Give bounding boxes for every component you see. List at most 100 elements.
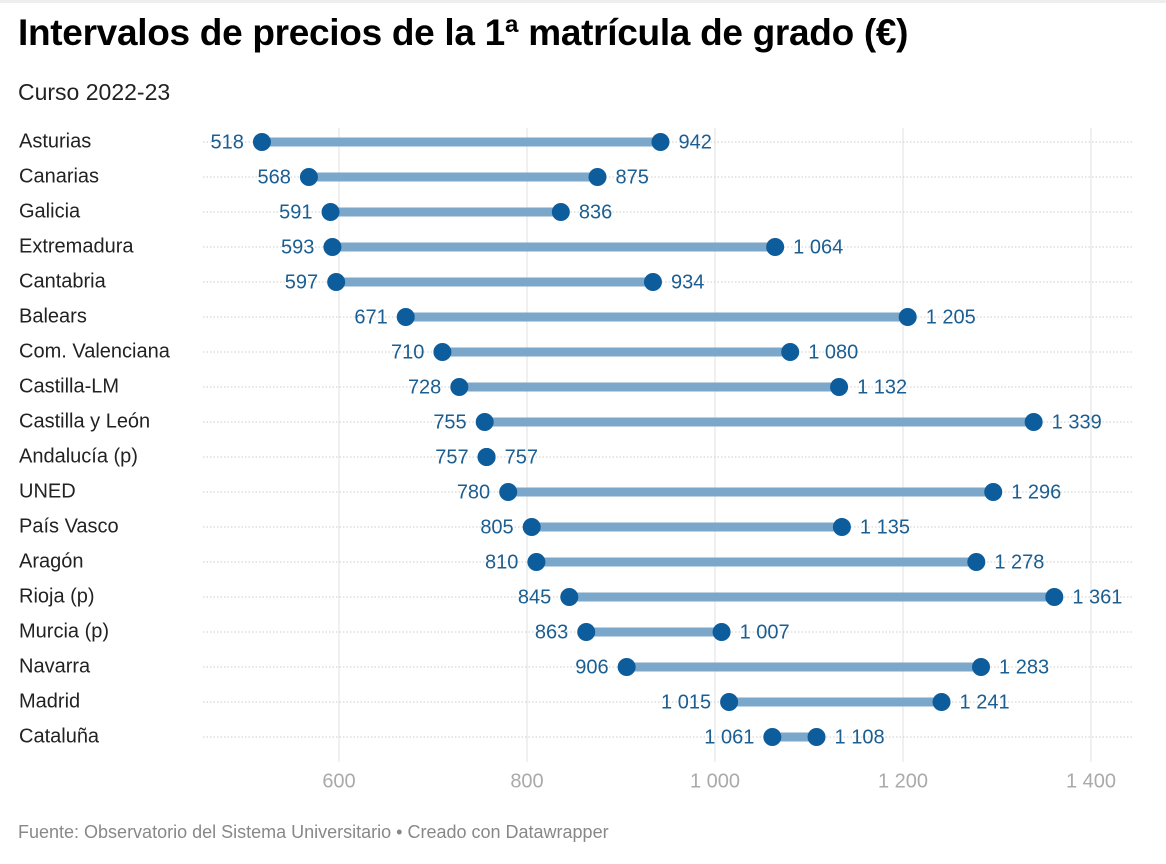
min-dot	[299, 168, 318, 186]
category-label: Balears	[19, 305, 87, 327]
category-label: Castilla-LM	[19, 375, 119, 397]
max-dot	[588, 168, 607, 186]
max-value-label: 942	[678, 131, 711, 153]
min-value-label: 805	[480, 516, 513, 538]
category-label: Andalucía (p)	[19, 445, 138, 467]
min-dot	[252, 133, 271, 151]
max-value-label: 1 135	[860, 516, 910, 538]
max-dot	[984, 483, 1003, 501]
min-dot	[617, 658, 636, 676]
max-value-label: 934	[671, 271, 704, 293]
max-dot	[712, 623, 731, 641]
min-value-label: 757	[435, 446, 468, 468]
category-label: Cantabria	[19, 270, 107, 292]
max-dot	[766, 238, 785, 256]
category-label: Murcia (p)	[19, 620, 109, 642]
max-value-label: 1 205	[926, 306, 976, 328]
x-tick-label: 800	[510, 770, 543, 792]
max-value-label: 1 007	[740, 621, 790, 643]
category-label: Com. Valenciana	[19, 340, 171, 362]
max-value-label: 1 132	[857, 376, 907, 398]
max-dot	[932, 693, 951, 711]
min-dot	[577, 623, 596, 641]
max-value-label: 1 283	[999, 656, 1049, 678]
max-value-label: 1 278	[994, 551, 1044, 573]
category-label: Navarra	[19, 655, 91, 677]
min-value-label: 1 061	[704, 726, 754, 748]
category-label: Madrid	[19, 690, 80, 712]
min-dot	[450, 378, 469, 396]
min-value-label: 593	[281, 236, 314, 258]
min-value-label: 906	[575, 656, 608, 678]
min-value-label: 863	[535, 621, 568, 643]
category-label: Rioja (p)	[19, 585, 95, 607]
max-value-label: 1 339	[1052, 411, 1102, 433]
min-dot	[396, 308, 415, 326]
max-value-label: 1 080	[808, 341, 858, 363]
min-value-label: 810	[485, 551, 518, 573]
max-dot	[807, 728, 826, 746]
max-dot	[1024, 413, 1043, 431]
max-dot	[832, 518, 851, 536]
min-dot	[720, 693, 739, 711]
min-dot	[475, 413, 494, 431]
min-dot	[499, 483, 518, 501]
min-value-label: 591	[279, 201, 312, 223]
max-value-label: 836	[579, 201, 612, 223]
range-dots	[252, 133, 1064, 746]
max-dot	[651, 133, 670, 151]
category-label: Extremadura	[19, 235, 134, 257]
chart-title: Intervalos de precios de la 1ª matrícula…	[18, 12, 909, 53]
category-label: Castilla y León	[19, 410, 150, 432]
max-value-label: 1 361	[1072, 586, 1122, 608]
min-dot	[527, 553, 546, 571]
max-value-label: 1 296	[1011, 481, 1061, 503]
min-value-label: 1 015	[661, 691, 711, 713]
max-dot	[477, 448, 496, 466]
min-dot	[323, 238, 342, 256]
min-dot	[321, 203, 340, 221]
max-dot	[643, 273, 662, 291]
min-value-label: 597	[285, 271, 318, 293]
category-label: Cataluña	[19, 725, 100, 747]
top-rule	[0, 0, 1166, 3]
min-value-label: 845	[518, 586, 551, 608]
category-label: UNED	[19, 480, 76, 502]
chart-subtitle: Curso 2022-23	[18, 79, 171, 105]
min-value-label: 671	[354, 306, 387, 328]
max-dot	[972, 658, 991, 676]
min-value-label: 518	[211, 131, 244, 153]
min-value-label: 755	[433, 411, 466, 433]
min-value-label: 568	[258, 166, 291, 188]
max-value-label: 757	[505, 446, 538, 468]
min-dot	[327, 273, 346, 291]
row-guides	[203, 141, 1132, 738]
category-label: Galicia	[19, 200, 81, 222]
min-value-label: 728	[408, 376, 441, 398]
gridlines	[338, 128, 1092, 762]
range-bars	[261, 137, 1055, 742]
max-dot	[898, 308, 917, 326]
labels: 600 800 1 000 1 200 1 400 Asturias 518 942 Canar…	[19, 130, 1122, 792]
x-tick-label: 600	[322, 770, 355, 792]
category-label: Aragón	[19, 550, 84, 572]
min-dot	[560, 588, 579, 606]
max-dot	[781, 343, 800, 361]
category-label: Asturias	[19, 130, 91, 152]
category-label: Canarias	[19, 165, 99, 187]
max-dot	[1045, 588, 1064, 606]
min-dot	[522, 518, 541, 536]
max-dot	[967, 553, 986, 571]
min-value-label: 780	[457, 481, 490, 503]
category-label: País Vasco	[19, 515, 119, 537]
min-value-label: 710	[391, 341, 424, 363]
x-tick-label: 1 200	[878, 770, 928, 792]
max-dot	[830, 378, 849, 396]
max-value-label: 1 108	[835, 726, 885, 748]
x-tick-label: 1 000	[690, 770, 740, 792]
max-dot	[551, 203, 570, 221]
chart-footer-source: Fuente: Observatorio del Sistema Univers…	[18, 822, 609, 842]
min-dot	[433, 343, 452, 361]
x-tick-label: 1 400	[1066, 770, 1116, 792]
